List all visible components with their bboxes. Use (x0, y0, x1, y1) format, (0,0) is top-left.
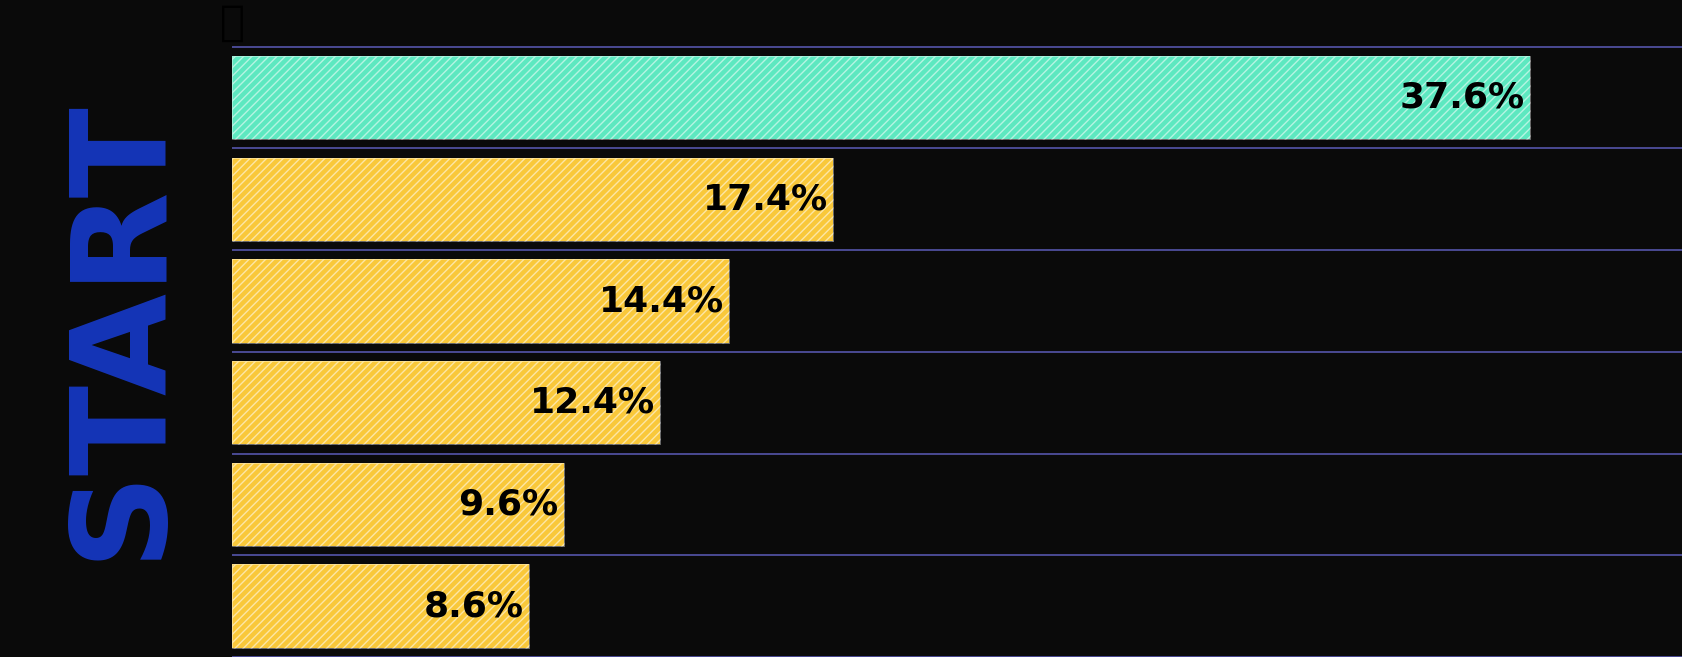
Bar (232, 463, 563, 546)
Bar (232, 158, 833, 241)
Bar (232, 56, 1531, 139)
Bar (232, 564, 530, 648)
Bar (232, 564, 530, 648)
Bar (232, 361, 659, 444)
Text: 37.6%: 37.6% (1399, 81, 1526, 114)
Text: 14.4%: 14.4% (599, 284, 723, 318)
Bar (232, 260, 730, 343)
Bar (232, 56, 1531, 139)
Text: 12.4%: 12.4% (530, 386, 654, 420)
Bar (232, 463, 563, 546)
Text: 👑: 👑 (220, 2, 244, 44)
Text: 8.6%: 8.6% (424, 589, 523, 623)
Bar (232, 361, 659, 444)
Text: START: START (57, 97, 185, 560)
Text: 17.4%: 17.4% (703, 183, 828, 216)
Text: 9.6%: 9.6% (458, 487, 558, 522)
Bar (232, 158, 833, 241)
Bar (232, 260, 730, 343)
